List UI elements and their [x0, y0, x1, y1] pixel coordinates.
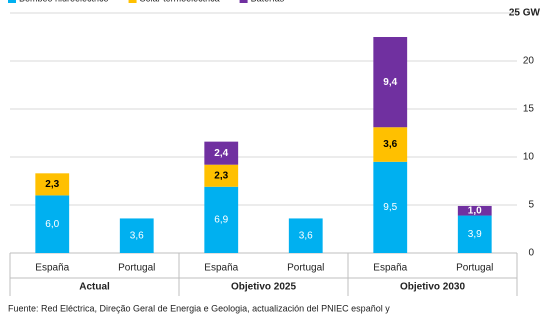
legend-swatch	[239, 0, 248, 3]
value-label: 1,0	[468, 205, 482, 216]
source-note: Fuente: Red Eléctrica, Direção Geral de …	[8, 303, 390, 313]
bar-segment	[35, 173, 70, 196]
value-label: 2,4	[214, 148, 228, 159]
x-tick-label: España	[35, 263, 69, 274]
group-label: Objetivo 2025	[231, 282, 296, 293]
x-tick-label: Portugal	[118, 263, 155, 274]
x-tick-label: España	[204, 263, 238, 274]
legend-swatch	[128, 0, 137, 3]
x-tick-label: Portugal	[287, 263, 324, 274]
bar-segment	[35, 195, 70, 253]
x-tick-label: España	[373, 263, 407, 274]
value-label: 3,6	[130, 230, 144, 241]
legend-label: Baterías	[251, 0, 285, 3]
bar-segment	[373, 161, 408, 253]
legend-swatch	[8, 0, 16, 3]
value-label: 6,9	[214, 215, 228, 226]
bar-segment	[288, 218, 323, 253]
value-label: 2,3	[214, 170, 228, 181]
bar-segment	[373, 127, 408, 162]
bar-segment	[204, 164, 239, 187]
y-tick-label: 10	[523, 152, 535, 163]
legend-label: Solar termoeléctrica	[140, 0, 220, 3]
bar-segment	[119, 218, 154, 253]
y-tick-label: 25 GW	[509, 8, 541, 19]
group-label: Objetivo 2030	[400, 282, 465, 293]
value-label: 6,0	[45, 219, 59, 230]
value-label: 3,9	[468, 229, 482, 240]
value-label: 9,4	[383, 77, 397, 88]
bar-segment	[457, 205, 492, 216]
bar-segment	[373, 37, 408, 128]
bar-segment	[204, 186, 239, 253]
x-tick-label: Portugal	[456, 263, 493, 274]
value-label: 9,5	[383, 202, 397, 213]
y-tick-label: 15	[523, 104, 535, 115]
y-tick-label: 20	[523, 56, 535, 67]
value-label: 2,3	[45, 179, 59, 190]
legend-label: Bombeo hidroeléctrico	[19, 0, 109, 3]
group-label: Actual	[79, 282, 110, 293]
y-tick-label: 0	[528, 248, 534, 259]
bar-segment	[204, 141, 239, 165]
bar-segment	[457, 215, 492, 253]
value-label: 3,6	[383, 139, 397, 150]
y-tick-label: 5	[528, 200, 534, 211]
value-label: 3,6	[299, 230, 313, 241]
